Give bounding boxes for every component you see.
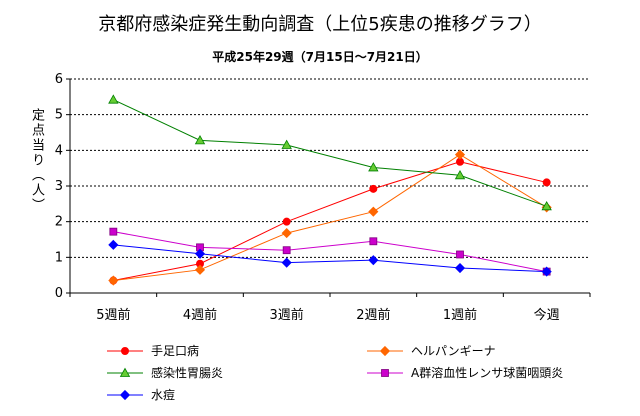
data-point bbox=[368, 255, 379, 266]
legend-item: 手足口病 bbox=[105, 342, 199, 359]
data-point bbox=[456, 250, 464, 259]
data-point bbox=[281, 257, 292, 268]
chart-subtitle: 平成25年29週（7月15日～7月21日） bbox=[212, 50, 428, 64]
chart-legend: 手足口病 ヘルパンギーナ感染性胃腸炎 A群溶血性レンサ球菌咽頭炎水痘 bbox=[105, 342, 585, 406]
legend-symbol bbox=[119, 367, 131, 377]
data-point bbox=[108, 94, 119, 104]
y-tick-label: 3 bbox=[55, 179, 63, 194]
legend-item: 感染性胃腸炎 bbox=[105, 364, 223, 381]
legend-marker-icon bbox=[367, 345, 403, 356]
data-point bbox=[454, 169, 466, 180]
x-tick-label: 1週前 bbox=[443, 307, 477, 323]
y-tick-label: 2 bbox=[55, 215, 63, 230]
legend-marker-icon bbox=[107, 346, 143, 355]
series-line-3 bbox=[113, 231, 547, 273]
legend-symbol bbox=[381, 368, 389, 377]
y-tick-label: 1 bbox=[55, 250, 63, 265]
data-point bbox=[454, 262, 466, 274]
legend-label: 感染性胃腸炎 bbox=[151, 366, 224, 380]
legend-label: A群溶血性レンサ球菌咽頭炎 bbox=[411, 366, 564, 380]
data-point bbox=[281, 228, 292, 239]
x-tick-label: 4週前 bbox=[183, 307, 217, 323]
series-line-2 bbox=[113, 99, 547, 207]
y-tick-label: 5 bbox=[55, 108, 63, 123]
y-tick-label: 6 bbox=[55, 72, 63, 87]
legend-item: ヘルパンギーナ bbox=[365, 342, 496, 359]
x-tick-label: 2週前 bbox=[356, 307, 390, 323]
x-tick-label: 3週前 bbox=[270, 307, 304, 323]
data-point bbox=[542, 178, 551, 187]
chart-title: 京都府感染症発生動向調査（上位5疾患の推移グラフ） bbox=[98, 14, 542, 35]
data-point bbox=[368, 162, 379, 172]
data-point bbox=[368, 206, 379, 217]
data-point bbox=[541, 266, 552, 277]
data-point bbox=[109, 227, 118, 236]
legend-symbol bbox=[119, 389, 131, 400]
data-point bbox=[369, 184, 378, 193]
data-point bbox=[194, 135, 206, 145]
data-point bbox=[108, 275, 119, 286]
y-tick-label: 0 bbox=[55, 286, 63, 301]
series-line-0 bbox=[113, 161, 547, 282]
legend-label: 手足口病 bbox=[151, 344, 200, 358]
series-line-1 bbox=[113, 154, 547, 282]
data-point bbox=[282, 246, 291, 255]
legend-item: 水痘 bbox=[105, 386, 175, 403]
legend-marker-icon bbox=[107, 367, 143, 377]
data-point bbox=[541, 201, 552, 211]
data-point bbox=[282, 217, 291, 226]
data-point bbox=[108, 239, 119, 250]
data-point bbox=[194, 248, 206, 259]
x-tick-label: 今週 bbox=[534, 307, 560, 323]
y-axis-label: 定点当り（人） bbox=[29, 108, 44, 213]
legend-label: 水痘 bbox=[151, 388, 176, 402]
series-line-4 bbox=[113, 244, 547, 273]
y-tick-label: 4 bbox=[55, 143, 63, 158]
data-point bbox=[281, 139, 292, 149]
data-point bbox=[454, 149, 466, 160]
legend-symbol bbox=[121, 346, 129, 355]
data-point bbox=[369, 237, 378, 246]
legend-item: A群溶血性レンサ球菌咽頭炎 bbox=[365, 364, 563, 381]
legend-marker-icon bbox=[367, 368, 403, 377]
legend-label: ヘルパンギーナ bbox=[411, 344, 496, 358]
legend-symbol bbox=[379, 345, 391, 356]
x-tick-label: 5週前 bbox=[96, 307, 130, 323]
data-point bbox=[194, 264, 206, 275]
legend-marker-icon bbox=[107, 389, 143, 400]
